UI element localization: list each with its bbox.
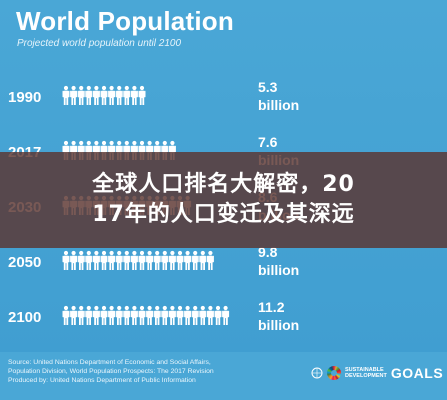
headline-line-2: 17年的人口变迁及其深远 [92,202,355,227]
person-icon [138,250,146,270]
chart-row-2050: 2050 9.8 billion [8,244,299,278]
person-icon [77,250,85,270]
person-icon [70,85,78,105]
person-icon [191,305,199,325]
sdg-text: SUSTAINABLE DEVELOPMENT [345,367,387,379]
person-icon [115,305,123,325]
value-label: 11.2 [258,299,285,315]
sdg-logo: SUSTAINABLE DEVELOPMENT GOALS [311,365,443,381]
person-icon [184,250,192,270]
person-icon [168,140,176,160]
headline-line-1: 全球人口排名大解密，20 [92,172,355,197]
person-icon [222,305,230,325]
person-icon [146,250,154,270]
person-icon [108,250,116,270]
category-label: 2100 [8,309,41,326]
chart-subtitle: Projected world population until 2100 [17,38,181,49]
person-icon [115,85,123,105]
value-label: 9.8 [258,244,278,260]
person-icon [70,305,78,325]
person-icon [153,250,161,270]
person-icon [92,305,100,325]
person-icon [70,250,78,270]
category-label: 2050 [8,254,41,271]
person-icon [77,305,85,325]
person-icon [168,305,176,325]
person-icon [100,305,108,325]
person-icon [92,250,100,270]
chart-row-1990: 1990 5.3 billion [8,79,299,113]
headline-overlay: 全球人口排名大解密，20 17年的人口变迁及其深远 [0,152,447,248]
source-line-3: Produced by: United Nations Department o… [8,377,196,384]
person-icon [100,85,108,105]
person-icon [62,305,70,325]
person-icon [85,305,93,325]
person-icon [191,250,199,270]
person-icon [138,305,146,325]
sdg-wheel-icon [327,366,341,380]
person-icon [184,305,192,325]
person-icon [100,250,108,270]
category-label: 1990 [8,89,41,106]
source-line-2: Population Division, World Population Pr… [8,368,214,375]
unit-label: billion [258,97,299,113]
person-icon [108,85,116,105]
person-icon [108,305,116,325]
person-icon [199,250,207,270]
person-icon [206,305,214,325]
sdg-small-line-1: SUSTAINABLE [345,367,384,373]
person-icon [130,305,138,325]
unit-label: billion [258,317,299,333]
person-icon [176,250,184,270]
chart-row-2100: 2100 11.2 billion [8,299,299,333]
sdg-goals: GOALS [390,365,444,381]
un-emblem-icon [311,367,323,379]
person-icon [115,250,123,270]
chart-title: World Population [16,6,234,36]
person-icon [62,85,70,105]
person-icon [77,85,85,105]
person-icon [199,305,207,325]
source-line-1: Source: United Nations Department of Eco… [8,359,211,366]
headline-text: 全球人口排名大解密，20 17年的人口变迁及其深远 [28,170,420,230]
person-icon [123,305,131,325]
person-icon [123,85,131,105]
person-icon [85,250,93,270]
person-icon [214,305,222,325]
footer [0,352,447,400]
person-icon [161,250,169,270]
person-icon [123,250,131,270]
unit-label: billion [258,262,299,278]
person-icon [130,250,138,270]
person-icon [85,85,93,105]
person-icon [161,305,169,325]
person-icon [92,85,100,105]
source-note: Source: United Nations Department of Eco… [8,358,308,385]
person-icon [138,85,146,105]
person-icon [161,140,169,160]
person-icon [206,250,214,270]
person-icon [130,85,138,105]
person-icon [62,250,70,270]
person-icon [176,305,184,325]
sdg-small-line-2: DEVELOPMENT [345,373,387,379]
person-icon [153,305,161,325]
person-icon [168,250,176,270]
person-icon [146,305,154,325]
value-label: 5.3 [258,79,278,95]
value-label: 7.6 [258,134,278,150]
